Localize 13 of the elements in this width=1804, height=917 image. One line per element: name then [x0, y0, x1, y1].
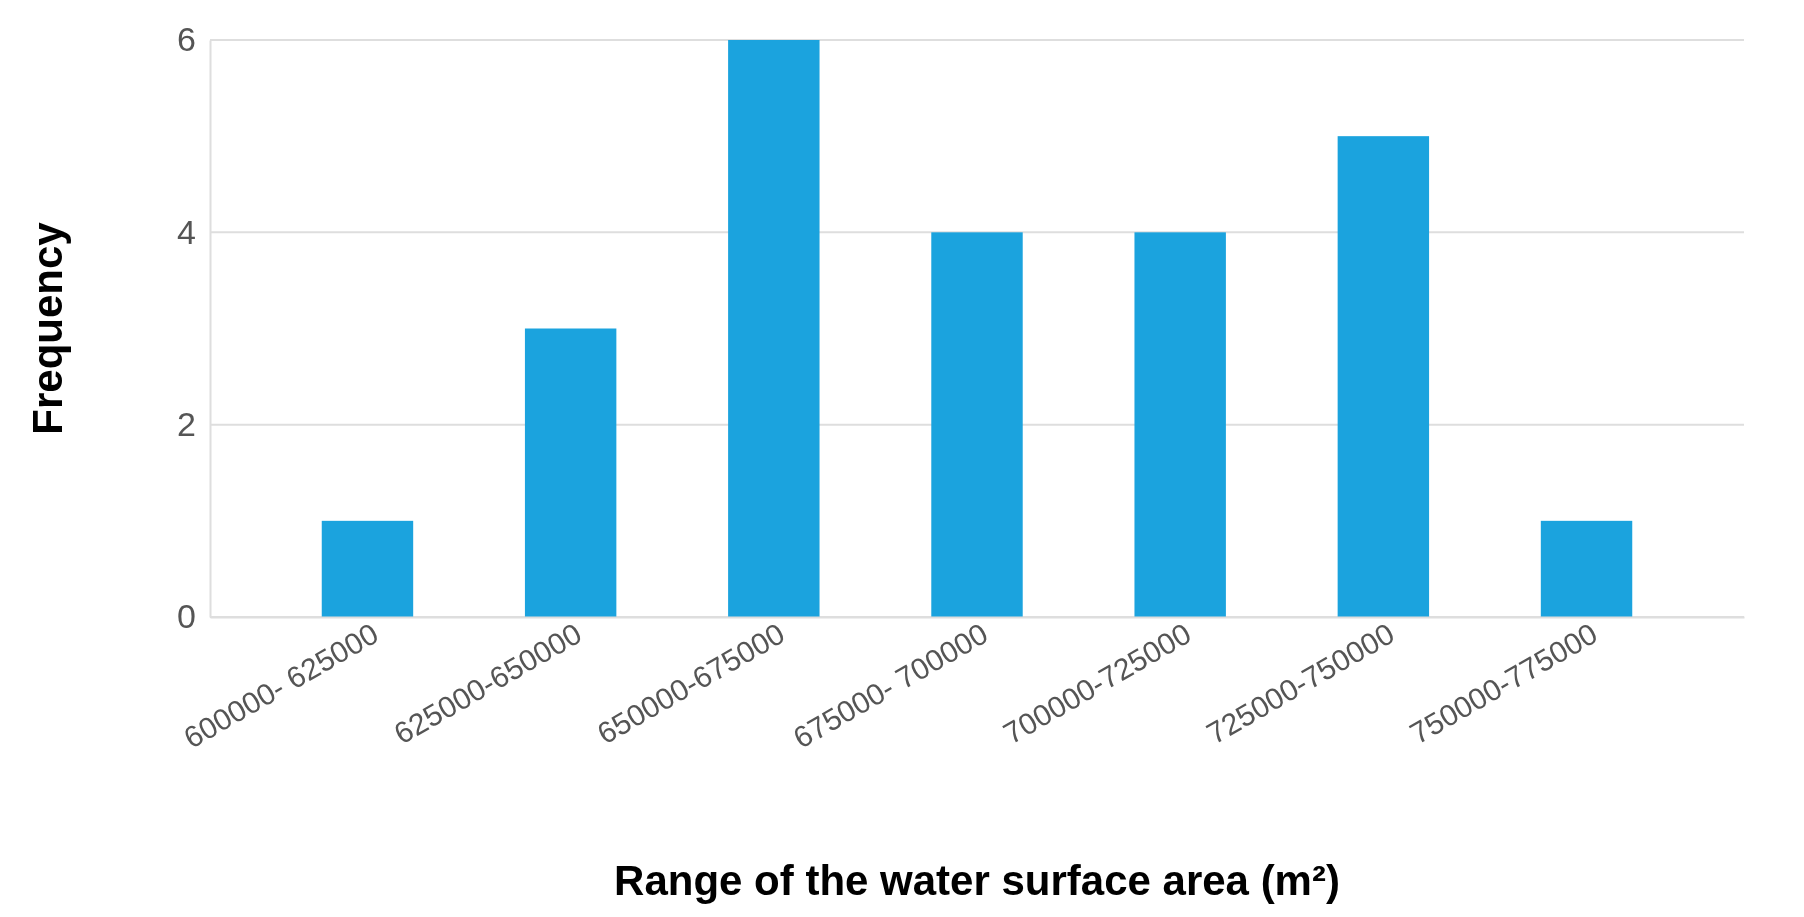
bar	[321, 520, 414, 617]
bar	[1337, 136, 1430, 617]
y-tick-label: 2	[177, 405, 196, 444]
y-tick-label: 6	[177, 20, 196, 59]
x-axis-title: Range of the water surface area (m²)	[614, 857, 1340, 904]
bar	[1540, 520, 1633, 617]
y-tick-label: 0	[177, 597, 196, 636]
bar	[931, 232, 1023, 617]
y-axis-title: Frequency	[24, 221, 71, 435]
bar	[524, 328, 617, 617]
bar	[728, 40, 820, 617]
bar	[1134, 232, 1226, 617]
y-tick-label: 4	[177, 212, 196, 251]
